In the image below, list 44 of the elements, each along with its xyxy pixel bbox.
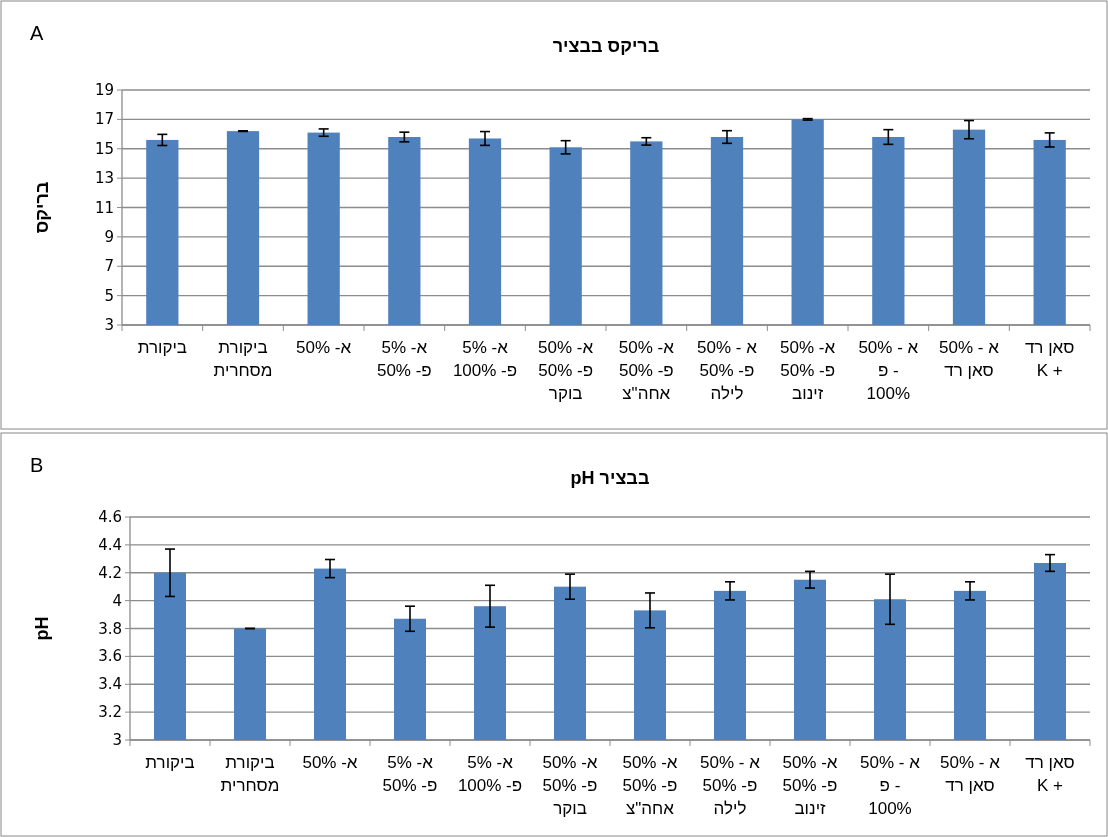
y-tick-label: 13 bbox=[94, 169, 114, 188]
x-tick-label: א- 50% bbox=[296, 338, 352, 357]
y-tick-label: 5 bbox=[104, 286, 114, 305]
x-tick-label: א- 50% פ- 50% בוקר bbox=[538, 338, 594, 403]
chart-title: בריקס בבציר bbox=[552, 36, 660, 56]
x-tick-label: ביקורת bbox=[145, 753, 195, 772]
y-tick-label: 3 bbox=[112, 731, 122, 749]
y-tick-label: 3.6 bbox=[98, 647, 122, 666]
y-tick-label: 3.4 bbox=[98, 675, 122, 694]
x-tick-label: א- 5% פ- 100% bbox=[452, 338, 518, 380]
x-tick-label: א- 50% פ- 50% אחה"צ bbox=[618, 338, 675, 403]
x-tick-label: א- 50% פ- 50% זינוב bbox=[780, 338, 836, 403]
x-tick-label: א - 50% סאן רד bbox=[940, 753, 1001, 795]
y-tick-label: 4.2 bbox=[98, 563, 122, 582]
x-tick-label: ביקורת bbox=[137, 338, 188, 357]
y-tick-label: 4 bbox=[112, 591, 122, 610]
x-tick-label: א- 50% פ- 50% אחה"צ bbox=[622, 753, 678, 818]
y-tick-label: 19 bbox=[94, 81, 114, 99]
y-tick-label: 11 bbox=[94, 198, 114, 217]
x-tick-label: א - 50% סאן רד bbox=[939, 338, 1000, 380]
y-tick-label: 3 bbox=[104, 316, 114, 334]
x-tick-label: ביקורת מסחרית bbox=[220, 753, 280, 795]
x-tick-label: א- 50% פ- 50% זינוב bbox=[782, 753, 838, 818]
y-tick-label: 17 bbox=[94, 110, 114, 129]
x-tick-label: א- 50% פ- 50% בוקר bbox=[542, 753, 598, 818]
y-tick-label: 4.4 bbox=[98, 535, 122, 554]
x-tick-label: א - 50% פ- 50% לילה bbox=[697, 338, 758, 403]
y-tick-label: 3.2 bbox=[98, 703, 122, 722]
x-tick-label: א- 50% bbox=[302, 753, 358, 772]
chart-title: pH בבציר bbox=[570, 468, 650, 488]
y-axis-title: pH bbox=[32, 616, 52, 641]
x-tick-label: א- 5% פ- 50% bbox=[382, 753, 438, 795]
y-tick-label: 9 bbox=[104, 227, 114, 246]
y-tick-label: 4.6 bbox=[98, 508, 122, 526]
x-tick-label: ביקורת מסחרית bbox=[213, 338, 273, 380]
x-tick-label: א- 5% פ- 50% bbox=[376, 338, 432, 380]
y-tick-label: 7 bbox=[104, 257, 114, 276]
text: B bbox=[30, 454, 44, 476]
x-tick-label: א - 50% פ- 50% לילה bbox=[700, 753, 761, 818]
y-axis-title: בריקס bbox=[32, 181, 52, 234]
y-tick-label: 3.8 bbox=[98, 619, 122, 638]
x-tick-label: א- 5% פ- 100% bbox=[457, 753, 523, 795]
text: A bbox=[30, 22, 44, 44]
y-tick-label: 15 bbox=[94, 139, 114, 158]
